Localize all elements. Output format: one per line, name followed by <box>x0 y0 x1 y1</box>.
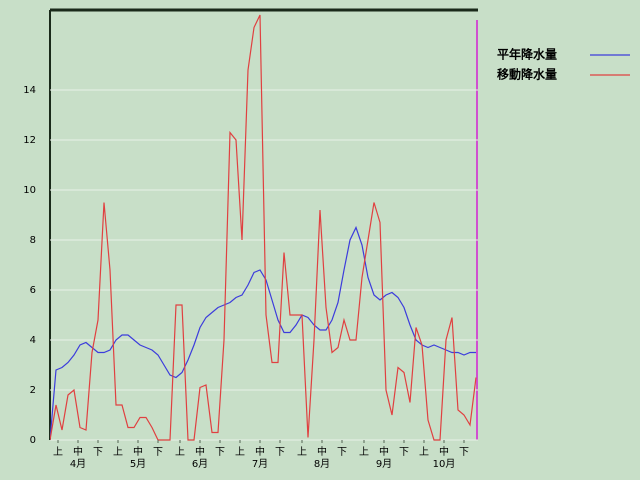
month-label: 4月 <box>70 458 86 470</box>
x-tick-label: 上 <box>53 446 63 458</box>
x-tick-label: 中 <box>255 445 265 458</box>
series-line <box>50 14 477 441</box>
month-label: 6月 <box>192 458 208 470</box>
y-tick-label: 12 <box>23 135 36 146</box>
legend-label: 平年降水量 <box>497 47 557 62</box>
x-tick-label: 上 <box>419 446 429 458</box>
month-label: 7月 <box>252 458 268 470</box>
y-tick-label: 6 <box>30 285 36 296</box>
series-line <box>50 225 476 441</box>
x-tick-label: 中 <box>73 445 83 458</box>
x-tick-label: 上 <box>297 446 307 458</box>
month-label: 5月 <box>130 458 146 470</box>
x-tick-label: 上 <box>235 446 245 458</box>
x-tick-label: 中 <box>195 445 205 458</box>
x-tick-label: 上 <box>359 446 369 458</box>
x-tick-label: 下 <box>275 447 285 458</box>
x-tick-label: 中 <box>379 445 389 458</box>
x-tick-label: 中 <box>317 445 327 458</box>
y-tick-label: 8 <box>30 235 36 246</box>
x-tick-label: 中 <box>133 445 143 458</box>
y-tick-label: 0 <box>30 435 36 446</box>
x-tick-label: 中 <box>439 445 449 458</box>
x-tick-label: 下 <box>153 447 163 458</box>
month-label: 9月 <box>376 458 392 470</box>
x-tick-label: 下 <box>337 447 347 458</box>
x-tick-label: 下 <box>215 447 225 458</box>
y-tick-label: 4 <box>30 335 36 346</box>
grid <box>50 89 478 441</box>
y-tick-label: 10 <box>23 185 36 196</box>
y-tick-label: 14 <box>23 85 36 96</box>
month-label: 10月 <box>433 458 456 470</box>
x-tick-label: 上 <box>175 446 185 458</box>
month-label: 8月 <box>314 458 330 470</box>
axes: 02468101214上中下上中下上中下上中下上中下上中下上中下4月 5月 6月 7月… <box>23 85 469 470</box>
legend-label: 移動降水量 <box>497 67 557 82</box>
x-tick-label: 下 <box>459 447 469 458</box>
y-tick-label: 2 <box>30 385 36 396</box>
x-tick-label: 下 <box>399 447 409 458</box>
x-tick-label: 上 <box>113 446 123 458</box>
series-lines <box>50 14 477 441</box>
x-tick-label: 下 <box>93 447 103 458</box>
